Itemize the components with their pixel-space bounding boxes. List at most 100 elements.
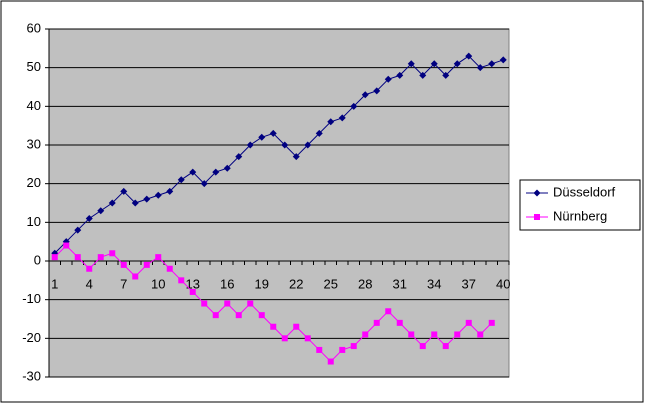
data-point [476,64,484,72]
data-point [442,343,449,350]
data-point [465,319,472,326]
legend-label: Düsseldorf [553,184,616,199]
data-point [533,189,541,197]
data-point [442,71,450,79]
data-point [189,288,196,295]
y-tick-label: 40 [27,98,41,113]
x-tick-label: 28 [358,276,372,291]
series-line [54,55,504,254]
data-point [373,319,380,326]
data-point [488,60,496,68]
data-point [108,199,116,207]
y-tick-label: -10 [22,291,41,306]
x-tick-label: 25 [324,276,338,291]
data-point [281,141,289,149]
legend-label: Nürnberg [553,208,607,223]
data-point [304,335,311,342]
data-point [166,187,174,195]
x-tick-label: 37 [462,276,476,291]
data-point [384,75,392,83]
data-point [339,346,346,353]
data-point [270,323,277,330]
data-point [499,56,507,64]
y-tick-label: 60 [27,20,41,35]
data-point [477,331,484,338]
y-tick-label: 0 [34,252,41,267]
data-point [177,176,185,184]
data-point [247,300,254,307]
data-point [362,331,369,338]
data-point [120,187,128,195]
data-point [408,331,415,338]
data-point [327,118,335,126]
plot-area [48,28,510,378]
data-point [120,261,127,268]
data-point [419,71,427,79]
data-point [304,141,312,149]
data-point [212,312,219,319]
x-tick-label: 1 [51,276,58,291]
data-point [155,254,162,261]
x-tick-label: 16 [220,276,234,291]
data-point [315,129,323,137]
data-point [373,87,381,95]
x-tick-label: 34 [427,276,441,291]
data-point [132,273,139,280]
data-point [143,261,150,268]
data-point [293,323,300,330]
data-point [453,60,461,68]
data-point [63,242,70,249]
data-point [258,312,265,319]
data-point [385,308,392,315]
data-point [74,254,81,261]
y-tick-label: -30 [22,368,41,383]
data-point [51,254,58,261]
data-point [212,168,220,176]
data-point [396,71,404,79]
data-point [396,319,403,326]
data-point [454,331,461,338]
data-point [201,300,208,307]
data-point [189,168,197,176]
data-point [154,191,162,199]
y-tick-label: 20 [27,175,41,190]
x-tick-label: 22 [289,276,303,291]
data-point [131,199,139,207]
data-point [97,207,105,215]
data-point [258,133,266,141]
data-point [430,60,438,68]
data-point [281,335,288,342]
x-tick-label: 7 [120,276,127,291]
data-point [350,102,358,110]
data-point [223,164,231,172]
data-point [235,153,243,161]
data-point [235,312,242,319]
data-point [109,250,116,257]
legend-box [519,179,641,231]
data-point [166,265,173,272]
data-point [350,343,357,350]
x-tick-label: 10 [151,276,165,291]
data-point [143,195,151,203]
data-point [97,254,104,261]
y-tick-label: 10 [27,214,41,229]
data-point [419,343,426,350]
y-tick-label: 30 [27,136,41,151]
data-point [361,91,369,99]
data-point [292,153,300,161]
y-tick-label: -20 [22,330,41,345]
data-point [465,52,473,60]
data-point [327,358,334,365]
data-point [86,265,93,272]
data-point [74,226,82,234]
data-point [200,180,208,188]
data-point [178,277,185,284]
x-tick-label: 4 [86,276,93,291]
data-point [269,129,277,137]
data-point [246,141,254,149]
y-tick-label: 50 [27,59,41,74]
x-tick-label: 19 [255,276,269,291]
data-point [316,346,323,353]
